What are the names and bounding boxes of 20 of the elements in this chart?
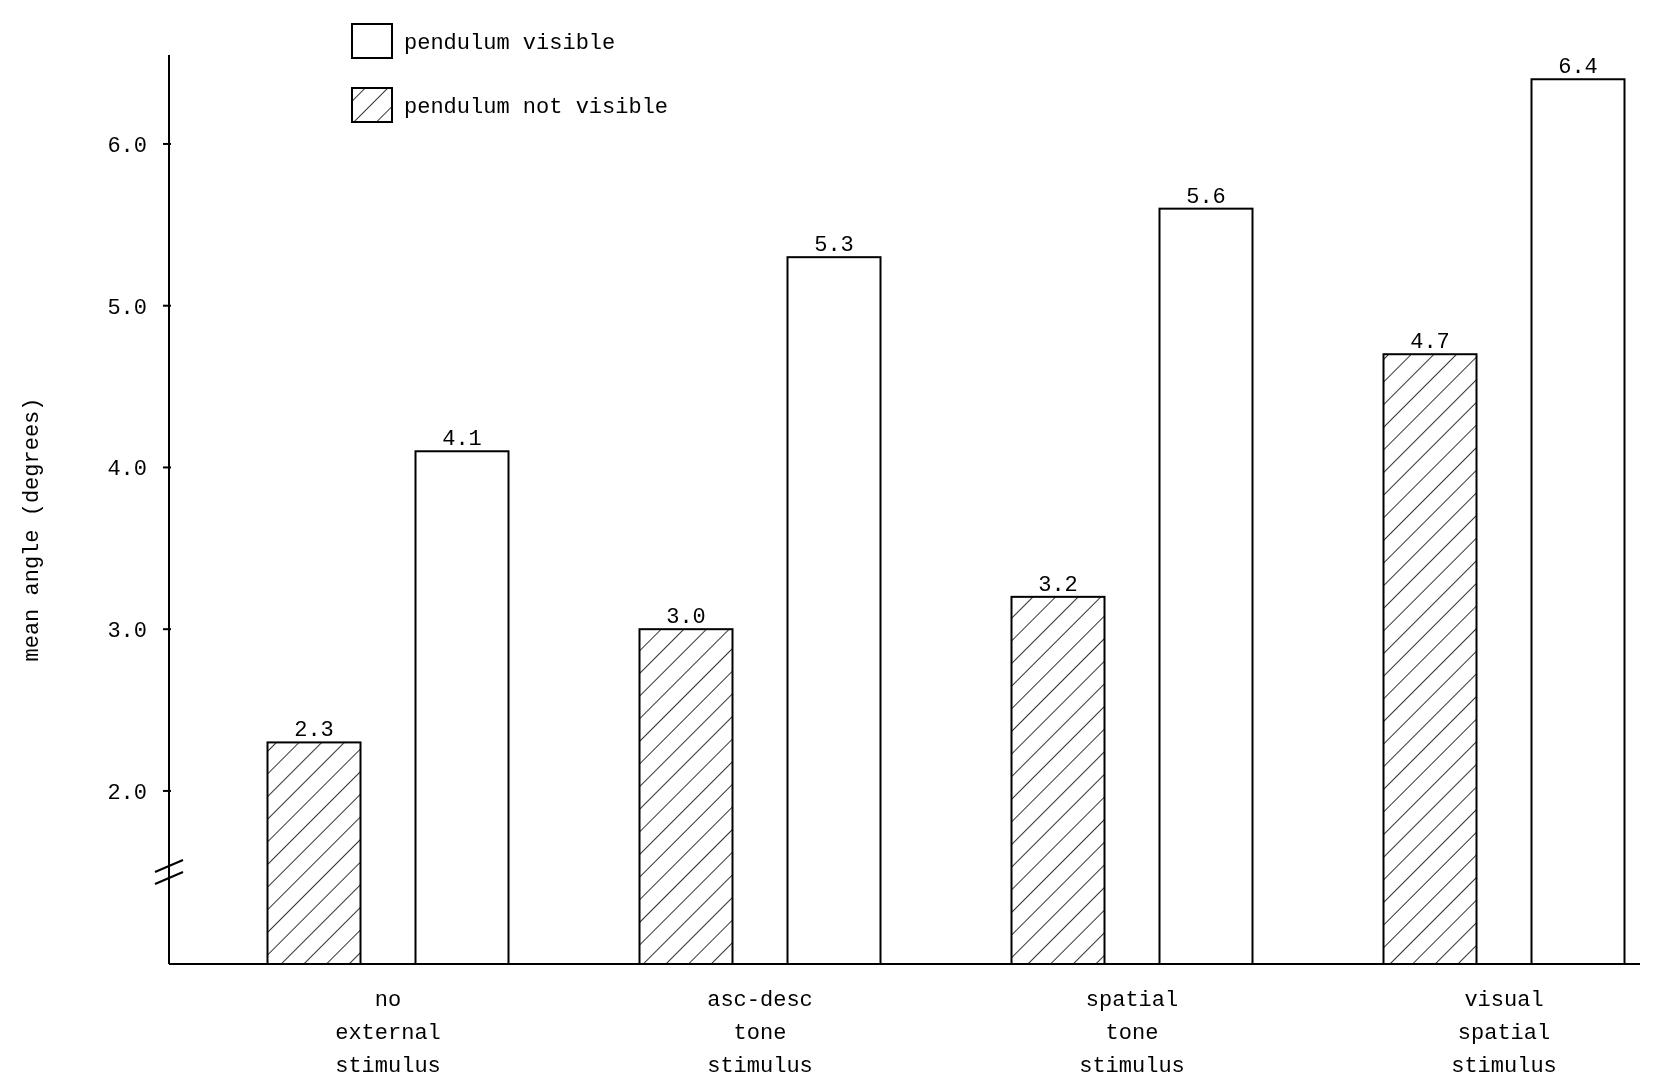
data-label: 5.3	[814, 233, 854, 259]
y-tick-label: 5.0	[107, 295, 147, 321]
data-label: 6.4	[1558, 55, 1598, 81]
x-tick-label: asc-desc tone stimulus	[707, 988, 813, 1078]
x-tick-label: spatial tone stimulus	[1079, 988, 1185, 1078]
y-tick-label: 6.0	[107, 133, 147, 159]
data-label: 3.2	[1038, 572, 1078, 598]
legend-label: pendulum visible	[404, 31, 616, 56]
data-label: 4.7	[1410, 330, 1450, 356]
y-axis-title: mean angle (degrees)	[20, 397, 45, 662]
data-label: 5.6	[1186, 184, 1226, 210]
y-tick-label: 4.0	[107, 457, 147, 483]
data-label: 3.0	[666, 605, 706, 631]
y-tick-label: 3.0	[107, 619, 147, 645]
x-tick-label: no external stimulus	[335, 988, 441, 1078]
data-label: 4.1	[442, 427, 482, 453]
data-label: 2.3	[294, 718, 334, 744]
y-tick-label: 2.0	[107, 780, 147, 806]
legend-label: pendulum not visible	[404, 95, 669, 120]
x-tick-label: visual spatial stimulus	[1451, 988, 1557, 1078]
